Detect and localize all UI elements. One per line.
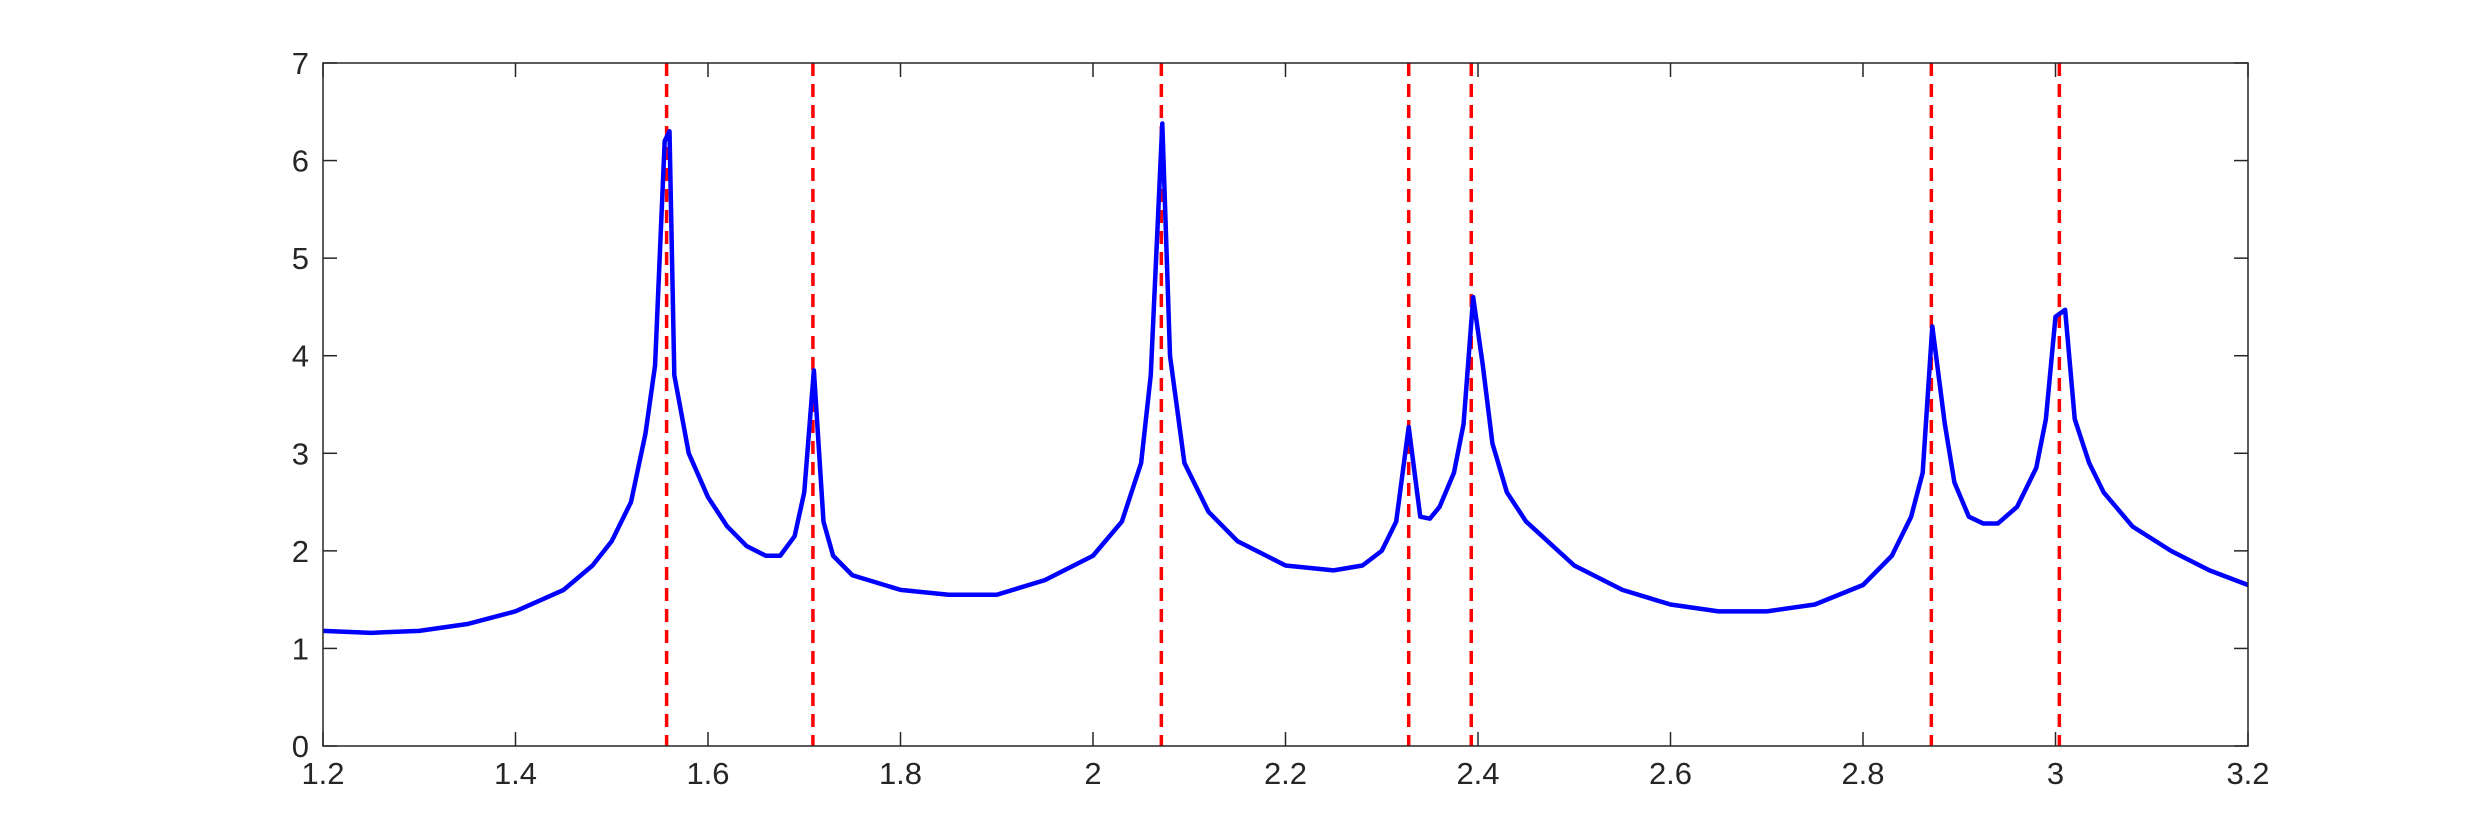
x-tick-label: 2.2 — [1264, 756, 1307, 791]
y-tick-label: 2 — [292, 534, 309, 569]
data-line — [322, 121, 2249, 636]
y-tick-label: 1 — [292, 631, 309, 666]
y-tick-label: 4 — [292, 339, 309, 374]
x-tick-label: 3.2 — [2226, 756, 2269, 791]
y-tick-label: 0 — [292, 729, 309, 764]
y-tick-label: 5 — [292, 241, 309, 276]
x-tick-label: 2.6 — [1649, 756, 1692, 791]
x-tick-label: 2.8 — [1841, 756, 1884, 791]
y-tick-label: 3 — [292, 436, 309, 471]
x-tick-label: 3 — [2047, 756, 2064, 791]
x-tick-label: 1.2 — [301, 756, 344, 791]
x-tick-label: 2.4 — [1456, 756, 1499, 791]
x-tick-label: 1.6 — [686, 756, 729, 791]
x-tick-label: 2 — [1084, 756, 1101, 791]
x-tick-label: 1.4 — [494, 756, 537, 791]
plot-frame — [322, 62, 2249, 747]
y-tick-label: 6 — [292, 144, 309, 179]
y-tick-label: 7 — [292, 46, 309, 81]
x-tick-label: 1.8 — [879, 756, 922, 791]
